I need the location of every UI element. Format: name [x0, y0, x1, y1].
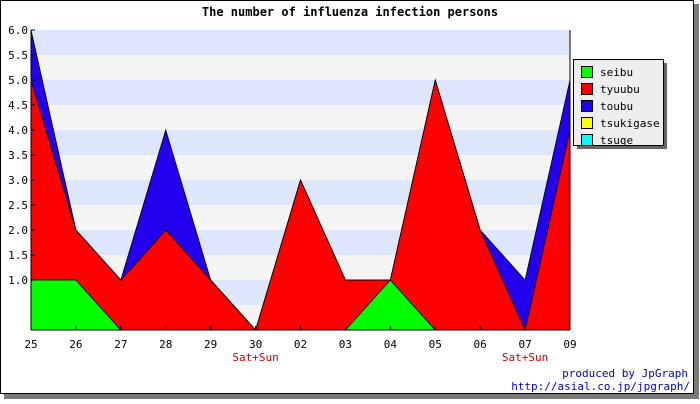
y-tick-label: 1.5 — [8, 249, 28, 262]
legend-swatch-seibu — [581, 66, 593, 78]
credit-line-1: produced by JpGraph — [562, 367, 688, 380]
background-band — [31, 80, 570, 105]
x-tick-label: 03 — [339, 338, 352, 351]
area-outline-toubu — [30, 29, 571, 331]
y-tick-label: 4.5 — [8, 99, 28, 112]
x-tick-label: 26 — [69, 338, 82, 351]
x-tick-label: 02 — [294, 338, 307, 351]
y-tick-labels: 6.0 5.5 5.0 4.5 4.0 3.5 3.0 2.5 2.0 1.5 1.0 — [8, 24, 28, 287]
x-tick-label: 30 — [249, 338, 262, 351]
axes — [30, 29, 571, 331]
background-band — [31, 30, 570, 55]
legend-label-tsuge: tsuge — [600, 134, 633, 147]
legend: seibu tyuubu toubu tsukigase tsuge — [573, 59, 667, 149]
legend-label-tyuubu: tyuubu — [600, 83, 640, 96]
x-tick-label: 27 — [114, 338, 127, 351]
legend-label-seibu: seibu — [600, 66, 633, 79]
y-tick-label: 3.5 — [8, 149, 28, 162]
legend-swatch-tsukigase — [581, 117, 593, 129]
background-band — [31, 155, 570, 180]
x-tick-label: 06 — [474, 338, 487, 351]
y-tick-label: 5.0 — [8, 74, 28, 87]
y-tick-label: 6.0 — [8, 24, 28, 37]
legend-label-toubu: toubu — [600, 100, 633, 113]
legend-swatch-tyuubu — [581, 83, 593, 95]
credit-link[interactable]: http://asial.co.jp/jpgraph/ — [511, 380, 690, 393]
area-seibu — [31, 280, 570, 330]
stacked-areas — [30, 29, 571, 332]
x-tick-label: 25 — [24, 338, 37, 351]
y-tick-label: 2.0 — [8, 224, 28, 237]
background-band — [31, 55, 570, 80]
area-tyuubu — [31, 80, 570, 330]
legend-swatch-tsuge — [581, 134, 593, 146]
x-tick-label: 29 — [204, 338, 217, 351]
background-band — [31, 105, 570, 130]
x-tick-label: 09 — [563, 338, 576, 351]
legend-swatch-toubu — [581, 100, 593, 112]
x-tick-label: 05 — [429, 338, 442, 351]
x-tick-labels: 25 26 27 28 29 30 02 03 04 05 06 07 09 Sat+Sun Sat+Sun — [24, 338, 576, 364]
x-tick-label: 04 — [384, 338, 398, 351]
background-band — [31, 130, 570, 155]
y-tick-label: 4.0 — [8, 124, 28, 137]
y-tick-label: 1.0 — [8, 274, 28, 287]
chart-title: The number of influenza infection person… — [202, 5, 498, 19]
legend-label-tsukigase: tsukigase — [600, 117, 660, 130]
credit-line-2: http://asial.co.jp/jpgraph/ — [511, 380, 690, 393]
x-tick-label: 07 — [518, 338, 531, 351]
y-tick-label: 5.5 — [8, 49, 28, 62]
x-tick-label: 28 — [159, 338, 172, 351]
y-tick-label: 2.5 — [8, 199, 28, 212]
weekend-label: Sat+Sun — [502, 351, 548, 364]
y-tick-label: 3.0 — [8, 174, 28, 187]
weekend-label: Sat+Sun — [232, 351, 278, 364]
